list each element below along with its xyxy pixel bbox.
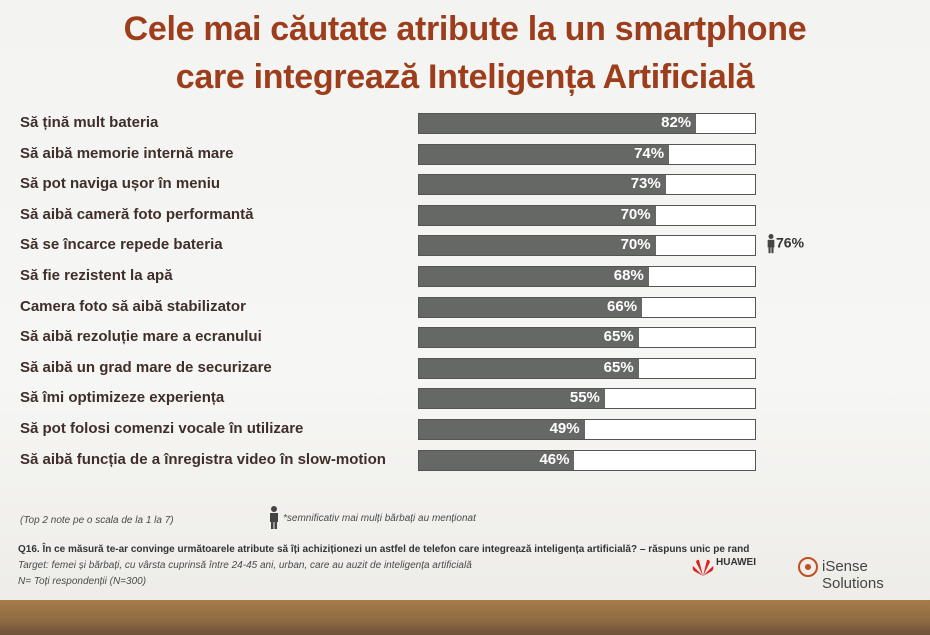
podium-strip xyxy=(0,600,930,635)
bar xyxy=(419,236,656,256)
bar-value-label: 65% xyxy=(603,328,634,346)
chart-title-line2: care integrează Inteligența Artificială xyxy=(175,58,755,96)
bar-value-label: 70% xyxy=(620,205,651,223)
bar-value-label: 65% xyxy=(603,358,634,376)
category-label: Să îmi optimizeze experiența xyxy=(20,389,225,407)
category-label: Să fie rezistent la apă xyxy=(20,267,173,284)
bar-track xyxy=(418,266,756,287)
bar-track xyxy=(418,327,756,349)
category-label: Camera foto să aibă stabilizator xyxy=(20,297,246,315)
bar xyxy=(419,358,639,378)
bar-track xyxy=(418,419,756,440)
bar-track xyxy=(418,204,756,226)
category-label: Să aibă rezoluție mare a ecranului xyxy=(20,328,262,346)
bar-track xyxy=(418,296,756,318)
category-label: Să aibă cameră foto performantă xyxy=(20,205,254,223)
bar xyxy=(419,328,639,348)
bar xyxy=(419,175,666,195)
bar xyxy=(419,144,670,164)
huawei-logo: HUAWEI xyxy=(716,557,756,568)
target-text: Target: femei și bărbați, cu vârsta cupr… xyxy=(18,560,472,571)
bar-value-label: 49% xyxy=(549,420,580,437)
bar-track xyxy=(418,388,756,410)
sample-text: N= Toți respondenții (N=300) xyxy=(18,576,147,587)
bar xyxy=(419,450,575,470)
bar-track xyxy=(418,449,756,471)
bar-value-label: 70% xyxy=(620,236,651,254)
male-significance-marker: 76% xyxy=(766,233,804,255)
bar-value-label: 55% xyxy=(569,389,600,407)
bar-track xyxy=(418,235,756,257)
isense-logo: iSense Solutions xyxy=(822,558,884,592)
bar-track xyxy=(418,357,756,379)
man-icon xyxy=(268,506,280,530)
bar-value-label: 73% xyxy=(630,175,661,193)
bar xyxy=(419,297,643,317)
highlight-value-label: 76% xyxy=(776,235,805,252)
bar xyxy=(419,420,585,439)
question-text: Q16. În ce măsură te-ar convinge următoa… xyxy=(18,544,750,555)
category-label: Să țină mult bateria xyxy=(20,114,159,131)
bar-value-label: 46% xyxy=(539,450,570,468)
bar-track xyxy=(418,113,756,134)
category-label: Să pot naviga ușor în meniu xyxy=(20,175,221,193)
bar-value-label: 82% xyxy=(661,114,692,131)
bar xyxy=(419,267,649,286)
huawei-logo-icon xyxy=(692,558,714,583)
isense-logo-icon xyxy=(797,556,819,583)
bar-track xyxy=(418,174,756,196)
chart-title-line1: Cele mai căutate atribute la un smartpho… xyxy=(123,10,807,48)
bar-track xyxy=(418,143,756,165)
category-label: Să aibă un grad mare de securizare xyxy=(20,358,272,376)
scale-note: (Top 2 note pe o scala de la 1 la 7) xyxy=(20,515,174,526)
icon-note: *semnificativ mai mulți bărbați au menți… xyxy=(283,513,476,524)
bar-value-label: 74% xyxy=(634,144,665,162)
category-label: Să se încarce repede bateria xyxy=(20,236,223,254)
bar-value-label: 66% xyxy=(607,297,638,315)
category-label: Să pot folosi comenzi vocale în utilizar… xyxy=(20,420,304,437)
bar xyxy=(419,114,697,133)
bar xyxy=(419,389,605,409)
category-label: Să aibă funcția de a înregistra video în… xyxy=(20,450,386,468)
bar xyxy=(419,205,656,225)
bar-value-label: 68% xyxy=(613,267,644,284)
category-label: Să aibă memorie internă mare xyxy=(20,144,234,162)
